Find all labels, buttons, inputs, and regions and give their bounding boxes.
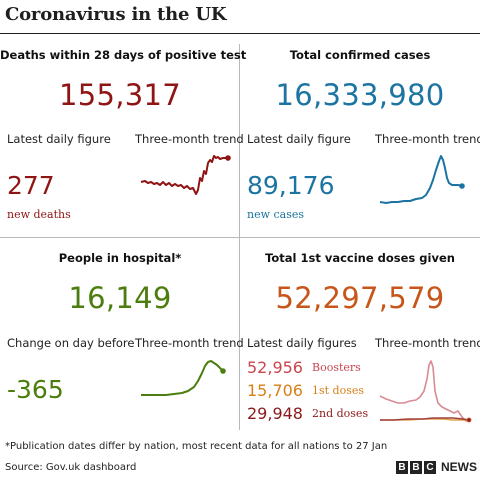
cases-panel: Total confirmed cases 16,333,980 Latest …	[240, 40, 480, 240]
hospital-trend-line	[141, 360, 224, 396]
first-doses-value: 15,706	[247, 381, 303, 400]
cases-trend-endpoint	[459, 183, 465, 189]
deaths-trend-line	[140, 155, 228, 195]
hospital-panel: People in hospital* 16,149 Change on day…	[0, 243, 244, 443]
deaths-daily-label: Latest daily figure	[7, 132, 111, 146]
hospital-heading: People in hospital*	[58, 251, 182, 265]
cases-daily-caption: new cases	[247, 208, 305, 221]
title-rule	[0, 33, 480, 34]
vaccines-total: 52,297,579	[275, 281, 445, 315]
deaths-daily-value: 277	[7, 171, 55, 200]
vaccines-trend-sparkline	[379, 360, 472, 423]
cases-trend-line	[379, 155, 463, 204]
deaths-panel: Deaths within 28 days of positive test 1…	[0, 40, 247, 240]
cases-daily-value: 89,176	[247, 171, 335, 200]
deaths-heading: Deaths within 28 days of positive test	[0, 48, 247, 62]
hospital-trend-label: Three-month trend	[135, 336, 244, 350]
deaths-trend-sparkline	[140, 155, 231, 195]
horizontal-divider	[0, 237, 480, 238]
deaths-daily-caption: new deaths	[7, 208, 71, 221]
hospital-trend-sparkline	[141, 360, 226, 396]
second-doses-value: 29,948	[247, 404, 303, 423]
cases-trend-sparkline	[379, 155, 465, 204]
hospital-trend-endpoint	[220, 368, 226, 374]
bbc-news-logo: B B C NEWS	[396, 460, 477, 474]
vaccines-trend-label: Three-month trend	[375, 336, 480, 350]
boosters-trend-line	[379, 360, 470, 422]
hospital-total: 16,149	[68, 281, 172, 315]
second-doses-trend-line	[380, 417, 470, 421]
second-doses-trend-endpoint	[467, 418, 471, 422]
vaccines-panel: Total 1st vaccine doses given 52,297,579…	[240, 243, 480, 443]
deaths-total: 155,317	[58, 78, 182, 112]
hospital-daily-label: Change on day before	[7, 336, 135, 350]
deaths-trend-endpoint	[225, 155, 231, 161]
cases-daily-label: Latest daily figure	[247, 132, 351, 146]
hospital-daily-value: -365	[7, 375, 64, 404]
second-doses-label: 2nd doses	[312, 407, 369, 420]
bbc-logo-box-c: C	[424, 460, 436, 474]
first-doses-label: 1st doses	[312, 384, 365, 397]
vaccines-daily-label: Latest daily figures	[247, 336, 357, 350]
source-note: Source: Gov.uk dashboard	[5, 462, 137, 473]
boosters-value: 52,956	[247, 358, 303, 377]
boosters-label: Boosters	[312, 361, 361, 374]
cases-trend-label: Three-month trend	[375, 132, 480, 146]
deaths-trend-label: Three-month trend	[135, 132, 244, 146]
footnote: *Publication dates differ by nation, mos…	[5, 441, 388, 452]
cases-total: 16,333,980	[275, 78, 445, 112]
bbc-logo-box-b1: B	[396, 460, 408, 474]
bbc-logo-box-b2: B	[410, 460, 422, 474]
page-title: Coronavirus in the UK	[5, 4, 227, 25]
vaccines-heading: Total 1st vaccine doses given	[265, 251, 455, 265]
bbc-logo-news: NEWS	[441, 460, 477, 474]
cases-heading: Total confirmed cases	[289, 48, 431, 62]
